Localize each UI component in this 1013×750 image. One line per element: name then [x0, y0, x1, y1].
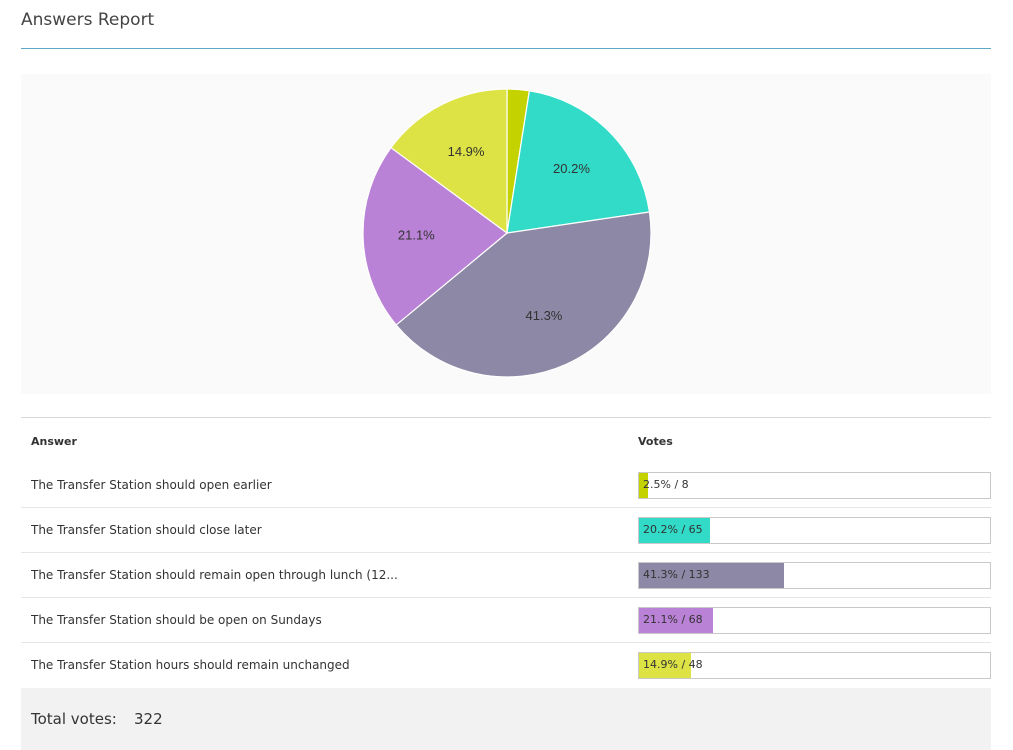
table-row: The Transfer Station should close later … [21, 508, 991, 553]
table-row: The Transfer Station should remain open … [21, 553, 991, 598]
vote-bar-label: 2.5% / 8 [643, 478, 689, 491]
report-header: Answers Report [21, 8, 991, 49]
column-header-answer: Answer [31, 435, 77, 448]
pie-slice-label: 20.2% [553, 161, 590, 176]
vote-bar-fill [639, 653, 692, 678]
vote-bar-fill [639, 518, 710, 543]
vote-bar: 41.3% / 133 [638, 562, 991, 589]
vote-bar-fill [639, 563, 784, 588]
answer-text: The Transfer Station should open earlier [31, 478, 272, 492]
answer-text: The Transfer Station should remain open … [31, 568, 398, 582]
vote-bar-fill [639, 608, 714, 633]
vote-bar-label: 14.9% / 48 [643, 658, 703, 671]
table-header: Answer Votes [21, 418, 991, 463]
pie-slice [390, 88, 508, 235]
answer-text: The Transfer Station should be open on S… [31, 613, 322, 627]
chart-panel: 20.2% 41.3% 21.1% 14.9% [21, 74, 991, 394]
page-title: Answers Report [21, 10, 155, 30]
pie-slice-label: 21.1% [398, 228, 435, 243]
pie-slice [395, 211, 652, 378]
pie-chart: 20.2% 41.3% 21.1% 14.9% [362, 88, 652, 378]
pie-slice [362, 146, 508, 326]
pie-slice-label: 41.3% [526, 308, 563, 323]
vote-bar-label: 41.3% / 133 [643, 568, 710, 581]
vote-bar-fill [639, 473, 648, 498]
vote-bar: 14.9% / 48 [638, 652, 991, 679]
vote-bar: 21.1% / 68 [638, 607, 991, 634]
answer-text: The Transfer Station should close later [31, 523, 262, 537]
vote-bar-label: 20.2% / 65 [643, 523, 703, 536]
answers-table: Answer Votes The Transfer Station should… [21, 417, 991, 687]
total-votes-footer: Total votes: 322 [21, 688, 991, 750]
total-votes-value: 322 [134, 710, 163, 728]
pie-slice-label: 14.9% [448, 144, 485, 159]
vote-bar: 20.2% / 65 [638, 517, 991, 544]
table-row: The Transfer Station hours should remain… [21, 643, 991, 687]
column-header-votes: Votes [638, 435, 673, 448]
answer-text: The Transfer Station hours should remain… [31, 658, 350, 672]
total-votes-label: Total votes: [31, 710, 117, 728]
pie-slice [506, 90, 651, 234]
table-row: The Transfer Station should open earlier… [21, 463, 991, 508]
vote-bar-label: 21.1% / 68 [643, 613, 703, 626]
table-row: The Transfer Station should be open on S… [21, 598, 991, 643]
vote-bar: 2.5% / 8 [638, 472, 991, 499]
